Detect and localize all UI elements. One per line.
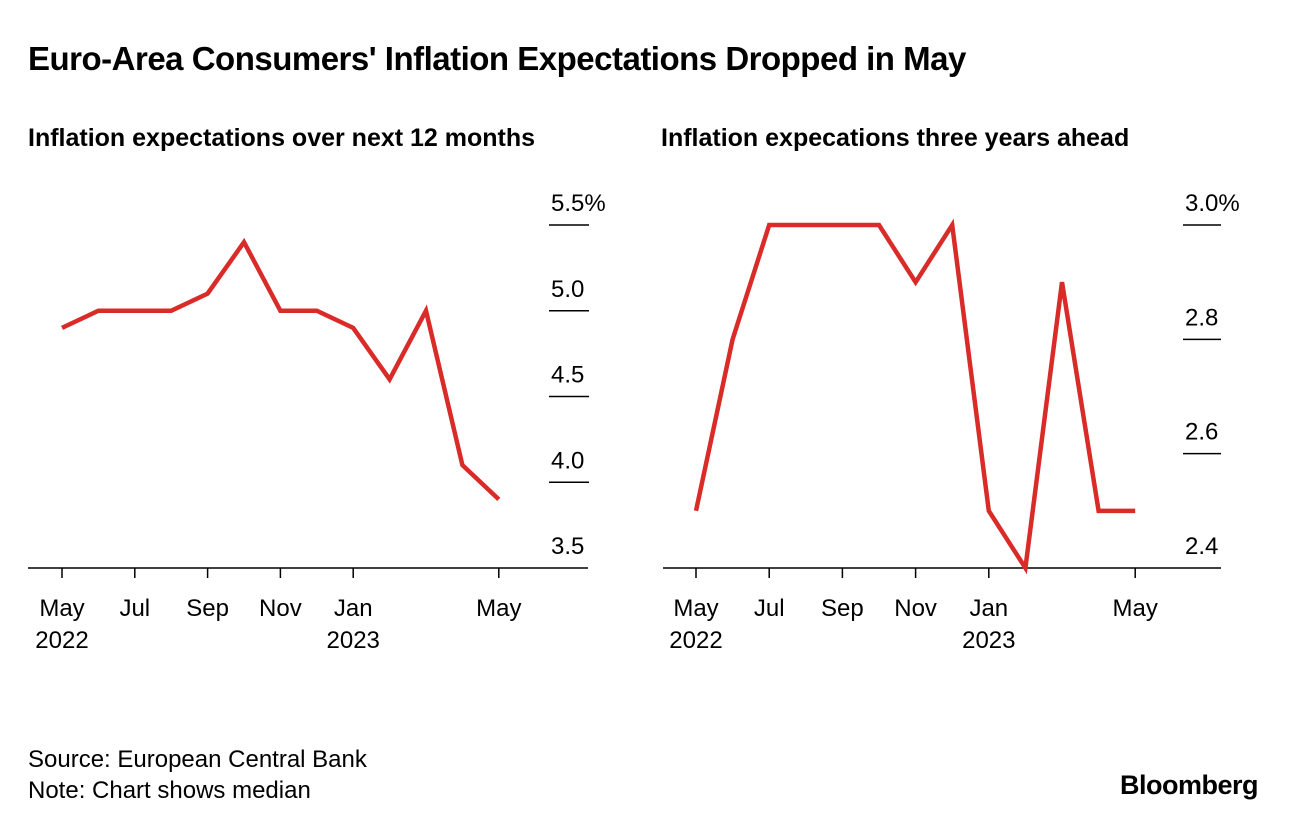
x-tick-label: Jul [754,595,785,622]
left-chart-title: Inflation expectations over next 12 mont… [28,124,536,152]
x-tick-year-label: 2022 [669,627,722,654]
y-tick-label: 3.5 [551,533,584,560]
bloomberg-logo: Bloomberg [1119,770,1259,800]
x-tick-label: May [1113,595,1158,622]
x-tick-label: Nov [259,595,302,622]
x-tick-year-label: 2022 [35,627,88,654]
chart-title: Euro-Area Consumers' Inflation Expectati… [28,40,966,77]
x-tick-label: Jul [119,595,150,622]
y-tick-label: 2.8 [1185,304,1218,331]
x-tick-label: Sep [186,595,229,622]
y-tick-label: 5.5% [551,190,606,217]
x-tick-label: May [476,595,521,622]
right-chart-title: Inflation expecations three years ahead [661,124,1130,152]
y-tick-label: 2.6 [1185,419,1218,446]
source-note: Source: European Central Bank [28,746,367,773]
y-tick-label: 4.0 [551,447,584,474]
x-tick-year-label: 2023 [962,627,1015,654]
x-tick-label: Nov [894,595,937,622]
series-line [693,218,1136,575]
y-tick-label: 2.4 [1185,533,1218,560]
x-tick-year-label: 2023 [327,627,380,654]
series-line [61,237,501,502]
y-tick-label: 3.0% [1185,190,1240,217]
median-note: Note: Chart shows median [28,777,311,804]
right-line-chart: 3.0% 2.8 2.6 2.4 May 2022 Jul Sep Nov Jan 2023 May [663,190,1240,654]
left-line-chart: 5.5% 5.0 4.5 4.0 3.5 May 2022 Jul Sep Nov Jan 2023 M… [28,190,606,654]
x-tick-label: Sep [821,595,864,622]
y-tick-label: 5.0 [551,276,584,303]
x-tick-label: May [673,595,718,622]
x-tick-label: Jan [334,595,373,622]
x-tick-label: Jan [969,595,1008,622]
y-tick-label: 4.5 [551,362,584,389]
x-tick-label: May [39,595,84,622]
